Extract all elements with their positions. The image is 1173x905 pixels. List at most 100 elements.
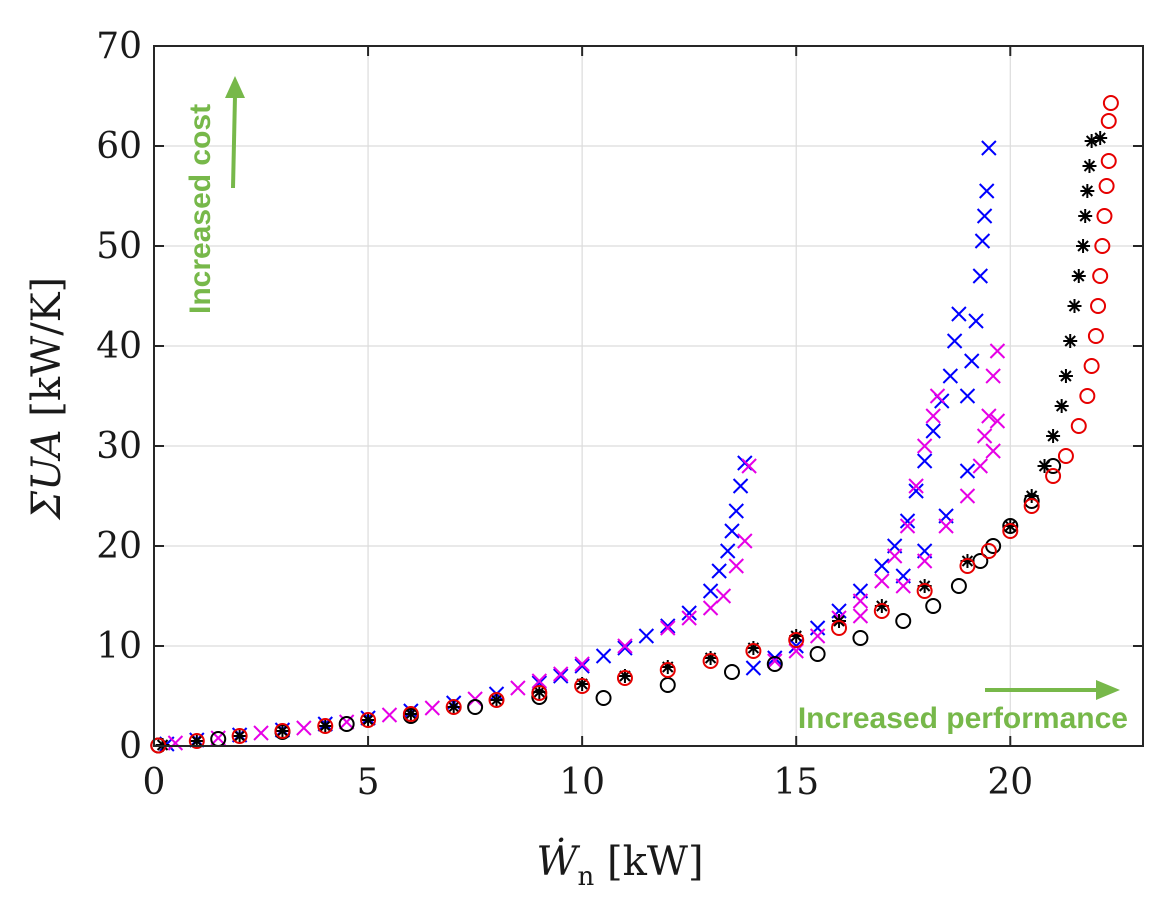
data-point-x xyxy=(767,653,783,669)
data-point-x xyxy=(852,608,869,624)
data-point-circle xyxy=(809,646,826,662)
data-point-star xyxy=(1037,459,1052,473)
data-point-x xyxy=(899,518,916,534)
data-point-x xyxy=(959,388,976,404)
data-point-star xyxy=(1076,239,1091,253)
data-point-circle xyxy=(274,723,291,739)
data-point-x xyxy=(510,680,526,696)
data-point-x xyxy=(728,558,744,574)
data-point-circle xyxy=(1087,328,1104,344)
x-tick-label: 10 xyxy=(559,762,605,803)
data-point-star xyxy=(1003,519,1018,533)
data-point-star xyxy=(789,629,804,643)
data-point-x xyxy=(381,707,398,723)
data-point-circle xyxy=(488,692,505,708)
cost-annotation-label: Increased cost xyxy=(184,104,217,314)
data-point-x xyxy=(959,463,976,479)
data-point-circle xyxy=(1045,468,1062,484)
data-point-circle xyxy=(595,690,612,706)
data-point-circle xyxy=(1083,358,1100,374)
data-point-x xyxy=(985,443,1001,459)
data-point-star xyxy=(1084,134,1099,148)
data-point-star xyxy=(746,641,761,655)
data-point-star xyxy=(1082,159,1097,173)
data-point-circle xyxy=(985,538,1002,554)
y-tick-label: 30 xyxy=(96,426,142,467)
data-point-x xyxy=(424,700,440,716)
data-point-x xyxy=(874,573,890,589)
data-point-circle xyxy=(1023,498,1040,514)
data-point-star xyxy=(532,685,547,699)
data-point-x xyxy=(946,333,963,349)
data-point-star xyxy=(1024,489,1039,503)
data-point-x xyxy=(595,648,612,664)
data-point-x xyxy=(972,458,989,474)
y-axis-unit: [kW/K] xyxy=(24,277,70,417)
x-axis-unit: [kW] xyxy=(607,839,704,885)
data-point-circle xyxy=(1023,493,1040,509)
data-point-circle xyxy=(788,632,805,648)
data-point-star xyxy=(275,724,290,738)
data-point-x xyxy=(167,735,184,751)
y-tick-label: 70 xyxy=(96,26,142,67)
data-point-x xyxy=(719,543,736,559)
data-point-x xyxy=(553,666,569,682)
data-point-x xyxy=(702,583,719,599)
data-point-circle xyxy=(925,598,942,614)
data-point-x xyxy=(724,523,740,539)
data-point-star xyxy=(446,700,461,714)
data-point-circle xyxy=(895,613,912,629)
data-point-star xyxy=(617,669,632,683)
data-point-circle xyxy=(950,578,967,594)
data-point-circle xyxy=(1092,268,1109,284)
data-point-circle xyxy=(1079,388,1096,404)
data-point-circle xyxy=(616,670,633,686)
data-point-x xyxy=(741,458,757,474)
x-tick-label: 20 xyxy=(987,762,1033,803)
data-point-star xyxy=(874,599,889,613)
data-point-x xyxy=(985,368,1001,384)
x-axis-subscript: n xyxy=(578,862,595,892)
data-point-circle xyxy=(531,689,548,705)
data-point-x xyxy=(553,668,569,684)
data-point-star xyxy=(1080,184,1095,198)
data-point-circle xyxy=(659,677,676,693)
data-point-x xyxy=(908,483,924,499)
data-point-circle xyxy=(317,718,334,734)
data-point-x xyxy=(874,558,890,574)
data-point-x xyxy=(711,563,727,579)
plot-frame xyxy=(153,45,1144,747)
data-point-x xyxy=(296,720,312,736)
data-point-star xyxy=(489,693,504,707)
series-3 xyxy=(150,458,1062,754)
data-point-circle xyxy=(852,630,869,646)
data-point-circle xyxy=(659,662,676,678)
data-point-circle xyxy=(445,699,462,715)
data-point-circle xyxy=(402,706,419,722)
y-tick-label: 0 xyxy=(119,726,142,767)
data-point-star xyxy=(575,677,590,691)
data-point-x xyxy=(886,548,903,564)
data-point-star xyxy=(403,707,418,721)
data-point-x xyxy=(467,691,483,707)
data-point-x xyxy=(660,620,676,636)
data-point-star xyxy=(1058,369,1073,383)
data-point-star xyxy=(318,719,333,733)
data-point-circle xyxy=(1070,418,1087,434)
grid-layer xyxy=(153,45,1143,747)
data-point-x xyxy=(981,408,997,424)
data-point-x xyxy=(979,183,995,199)
cost-arrow-shaft xyxy=(231,95,237,189)
data-point-circle xyxy=(231,728,248,744)
data-point-circle xyxy=(959,558,976,574)
data-point-circle xyxy=(1100,113,1117,129)
data-point-star xyxy=(1093,131,1108,145)
data-point-circle xyxy=(831,620,848,636)
data-point-x xyxy=(638,628,655,644)
data-point-x xyxy=(737,533,753,549)
data-point-circle xyxy=(574,678,591,694)
data-point-x xyxy=(715,588,732,604)
data-point-x xyxy=(916,553,933,569)
